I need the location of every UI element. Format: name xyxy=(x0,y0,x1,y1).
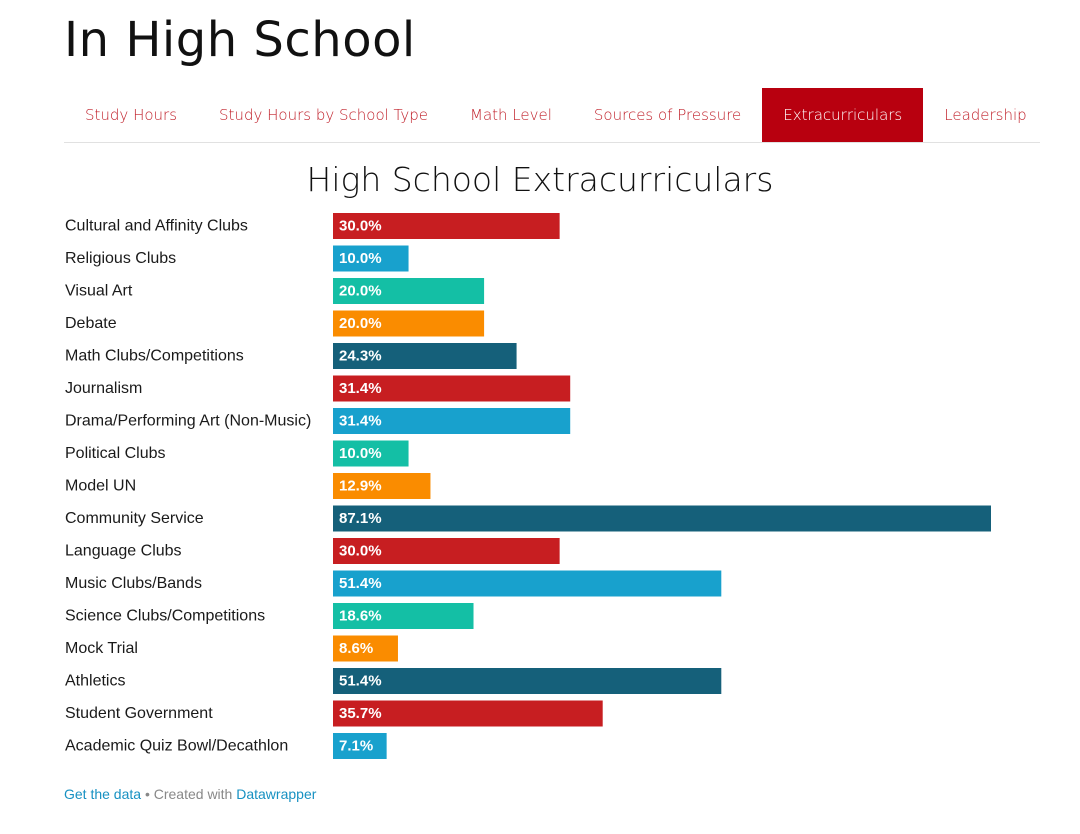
get-data-link[interactable]: Get the data xyxy=(64,786,142,802)
bar[interactable] xyxy=(333,603,474,629)
bar-value-label: 18.6% xyxy=(339,608,382,625)
category-label: Language Clubs xyxy=(65,543,182,560)
bar-value-label: 10.0% xyxy=(339,250,382,267)
bar[interactable] xyxy=(333,245,409,272)
tab-extracurriculars[interactable]: Extracurriculars xyxy=(762,88,924,142)
bar[interactable] xyxy=(333,278,485,304)
category-label: Student Government xyxy=(65,705,213,722)
category-label: Model UN xyxy=(65,478,136,495)
bar-value-label: 35.7% xyxy=(339,705,382,722)
category-label: Science Clubs/Competitions xyxy=(65,608,265,625)
category-label: Political Clubs xyxy=(65,445,165,462)
bar[interactable] xyxy=(333,538,560,564)
bar-value-label: 8.6% xyxy=(339,640,373,657)
tab-math-level[interactable]: Math Level xyxy=(470,106,552,124)
bar-value-label: 30.0% xyxy=(339,218,382,235)
bar[interactable] xyxy=(333,213,560,239)
bar[interactable] xyxy=(333,408,571,434)
tab-sources-of-pressure[interactable]: Sources of Pressure xyxy=(593,106,742,124)
bar-value-label: 30.0% xyxy=(339,543,382,560)
bar[interactable] xyxy=(333,440,409,467)
bar-value-label: 20.0% xyxy=(339,315,382,332)
category-label: Drama/Performing Art (Non-Music) xyxy=(65,413,311,430)
category-label: Cultural and Affinity Clubs xyxy=(65,218,248,235)
bar-value-label: 10.0% xyxy=(339,445,382,462)
tab-study-hours-by-school-type[interactable]: Study Hours by School Type xyxy=(219,106,429,124)
category-label: Religious Clubs xyxy=(65,250,176,267)
chart-title: High School Extracurriculars xyxy=(306,160,774,199)
tab-bar: Study Hours Study Hours by School Type M… xyxy=(64,88,1040,143)
category-label: Music Clubs/Bands xyxy=(65,575,202,592)
category-label: Math Clubs/Competitions xyxy=(65,348,244,365)
bar[interactable] xyxy=(333,733,387,759)
bar[interactable] xyxy=(333,700,603,727)
bar-value-label: 24.3% xyxy=(339,348,382,365)
bar[interactable] xyxy=(333,310,485,337)
category-label: Community Service xyxy=(65,510,204,527)
category-label: Athletics xyxy=(65,673,125,690)
bar-value-label: 51.4% xyxy=(339,673,382,690)
page-title: In High School xyxy=(64,12,416,68)
bar-value-label: 31.4% xyxy=(339,413,382,430)
bar-value-label: 31.4% xyxy=(339,380,382,397)
category-label: Mock Trial xyxy=(65,640,138,657)
bar[interactable] xyxy=(333,668,722,694)
bar[interactable] xyxy=(333,473,431,499)
bar-value-label: 7.1% xyxy=(339,738,373,755)
tab-leadership[interactable]: Leadership xyxy=(944,106,1027,124)
tab-study-hours[interactable]: Study Hours xyxy=(85,106,178,124)
bar-value-label: 87.1% xyxy=(339,510,382,527)
bar[interactable] xyxy=(333,343,517,369)
category-label: Visual Art xyxy=(65,283,133,300)
bar[interactable] xyxy=(333,505,991,532)
bar[interactable] xyxy=(333,570,722,597)
bar[interactable] xyxy=(333,375,571,402)
bar-value-label: 51.4% xyxy=(339,575,382,592)
bar[interactable] xyxy=(333,635,398,662)
chart-footer: Get the data • Created with Datawrapper xyxy=(64,786,316,802)
category-label: Academic Quiz Bowl/Decathlon xyxy=(65,738,288,755)
bar-value-label: 12.9% xyxy=(339,478,382,495)
bar-value-label: 20.0% xyxy=(339,283,382,300)
category-label: Debate xyxy=(65,315,117,332)
footer-credit-text: • Created with xyxy=(141,786,237,802)
datawrapper-link[interactable]: Datawrapper xyxy=(236,786,317,802)
category-label: Journalism xyxy=(65,380,142,397)
